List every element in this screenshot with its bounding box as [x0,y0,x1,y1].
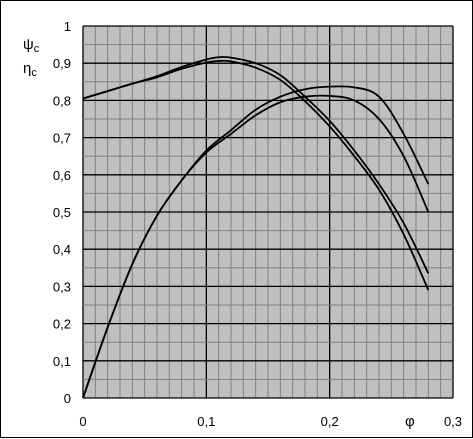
y-tick-label: 0,8 [53,93,71,108]
y-tick-label: 0,6 [53,168,71,183]
x-tick-label: 0 [79,414,86,429]
series-line-4 [82,94,430,399]
x-tick-label: 0,1 [197,414,215,429]
series-layer [82,56,430,399]
grid [82,25,454,399]
x-tick-label: 0,2 [321,414,339,429]
x-axis-label: φ [405,413,415,430]
y-tick-label: 0,2 [53,317,71,332]
y-tick-label: 0,4 [53,242,71,257]
tick-labels: 0 0,1 0,2 0,3 0,4 0,5 0,6 0,7 0,8 0,9 1 0 0,1 0,2 0,3 [53,19,462,429]
x-tick-label: 0,3 [444,414,462,429]
y-axis-label-eta: ηc [23,60,37,79]
y-tick-label: 0,9 [53,56,71,71]
y-tick-label: 0,1 [53,354,71,369]
y-tick-label: 0 [64,391,71,406]
y-tick-label: 0,5 [53,205,71,220]
series-line-2 [82,59,430,291]
y-tick-label: 1 [64,19,71,34]
y-axis-label-psi: ψc [23,36,40,55]
y-tick-label: 0,3 [53,279,71,294]
y-tick-label: 0,7 [53,131,71,146]
